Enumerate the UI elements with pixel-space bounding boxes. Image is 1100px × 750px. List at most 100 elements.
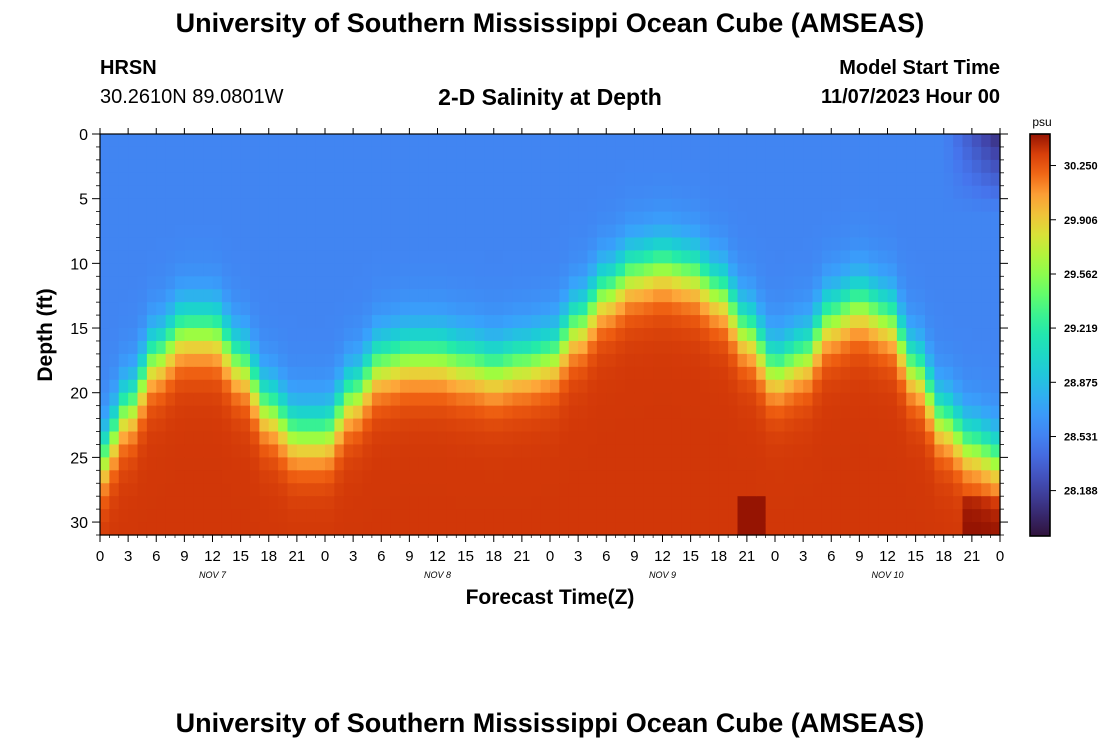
heatmap-cell: [531, 289, 542, 303]
heatmap-cell: [353, 328, 364, 342]
heatmap-cell: [896, 211, 907, 226]
heatmap-cell: [793, 134, 804, 148]
heatmap-cell: [831, 263, 842, 277]
heatmap-cell: [625, 366, 635, 381]
heatmap-cell: [512, 146, 523, 161]
heatmap-cell: [971, 444, 982, 458]
heatmap-cell: [259, 134, 270, 148]
x-tick-label: 6: [602, 548, 610, 565]
heatmap-cell: [971, 224, 982, 239]
heatmap-cell: [850, 457, 860, 471]
heatmap-cell: [221, 379, 232, 394]
heatmap-cell: [878, 134, 889, 148]
heatmap-cell: [250, 185, 260, 200]
heatmap-cell: [109, 276, 120, 290]
heatmap-cell: [493, 146, 504, 161]
heatmap-cell: [803, 418, 814, 433]
heatmap-cell: [250, 405, 260, 420]
heatmap-cell: [165, 146, 176, 161]
heatmap-cell: [475, 509, 485, 523]
heatmap-cell: [503, 418, 514, 433]
heatmap-cell: [821, 211, 832, 226]
x-tick-label: 6: [827, 548, 835, 565]
heatmap-cell: [850, 276, 860, 290]
heatmap-cell: [137, 457, 148, 471]
heatmap-cell: [306, 470, 317, 484]
heatmap-cell: [400, 483, 410, 497]
heatmap-cell: [990, 431, 1001, 446]
heatmap-cell: [868, 509, 879, 523]
heatmap-cell: [175, 379, 185, 394]
heatmap-cell: [484, 379, 495, 394]
heatmap-cell: [765, 328, 776, 342]
heatmap-cell: [587, 340, 598, 355]
heatmap-cell: [325, 379, 335, 394]
heatmap-cell: [493, 328, 504, 342]
heatmap-cell: [878, 250, 889, 264]
heatmap-cell: [296, 328, 307, 342]
heatmap-cell: [184, 146, 195, 161]
heatmap-cell: [625, 315, 635, 329]
heatmap-cell: [925, 159, 935, 174]
heatmap-cell: [859, 366, 870, 381]
heatmap-cell: [465, 276, 476, 290]
heatmap-cell: [971, 496, 982, 510]
heatmap-cell: [390, 276, 401, 290]
heatmap-cell: [212, 444, 223, 458]
heatmap-cell: [803, 483, 814, 497]
heatmap-cell: [493, 289, 504, 303]
heatmap-cell: [465, 509, 476, 523]
heatmap-cell: [840, 457, 851, 471]
heatmap-cell: [484, 250, 495, 264]
heatmap-cell: [146, 431, 157, 446]
heatmap-cell: [165, 315, 176, 329]
heatmap-cell: [925, 431, 935, 446]
heatmap-cell: [465, 263, 476, 277]
heatmap-cell: [100, 509, 110, 523]
heatmap-cell: [634, 392, 645, 407]
heatmap-cell: [540, 224, 551, 239]
heatmap-cell: [118, 159, 129, 174]
heatmap-cell: [362, 315, 373, 329]
heatmap-cell: [587, 315, 598, 329]
heatmap-cell: [362, 159, 373, 174]
heatmap-cell: [343, 379, 354, 394]
heatmap-cell: [662, 431, 673, 446]
heatmap-cell: [981, 457, 992, 471]
heatmap-cell: [278, 366, 289, 381]
heatmap-cell: [146, 405, 157, 420]
heatmap-cell: [306, 340, 317, 355]
heatmap-cell: [184, 302, 195, 316]
x-tick-label: 15: [457, 548, 474, 565]
heatmap-cell: [409, 302, 420, 316]
heatmap-cell: [531, 509, 542, 523]
heatmap-cell: [896, 392, 907, 407]
heatmap-cell: [175, 276, 185, 290]
heatmap-cell: [437, 250, 448, 264]
heatmap-cell: [521, 522, 532, 536]
heatmap-cell: [343, 431, 354, 446]
heatmap-cell: [690, 483, 701, 497]
heatmap-cell: [503, 405, 514, 420]
heatmap-cell: [868, 315, 879, 329]
heatmap-cell: [268, 444, 279, 458]
heatmap-cell: [878, 224, 889, 239]
heatmap-cell: [390, 172, 401, 187]
heatmap-cell: [878, 457, 889, 471]
heatmap-cell: [671, 134, 682, 148]
heatmap-cell: [709, 302, 720, 316]
heatmap-cell: [221, 250, 232, 264]
heatmap-cell: [409, 159, 420, 174]
heatmap-cell: [250, 211, 260, 226]
heatmap-cell: [137, 328, 148, 342]
heatmap-cell: [578, 340, 589, 355]
heatmap-cell: [746, 172, 757, 187]
heatmap-cell: [315, 250, 326, 264]
heatmap-cell: [925, 457, 935, 471]
heatmap-cell: [381, 159, 392, 174]
heatmap-cell: [737, 522, 748, 536]
heatmap-cell: [962, 328, 973, 342]
heatmap-cell: [868, 366, 879, 381]
heatmap-cell: [981, 418, 992, 433]
heatmap-cell: [409, 198, 420, 213]
